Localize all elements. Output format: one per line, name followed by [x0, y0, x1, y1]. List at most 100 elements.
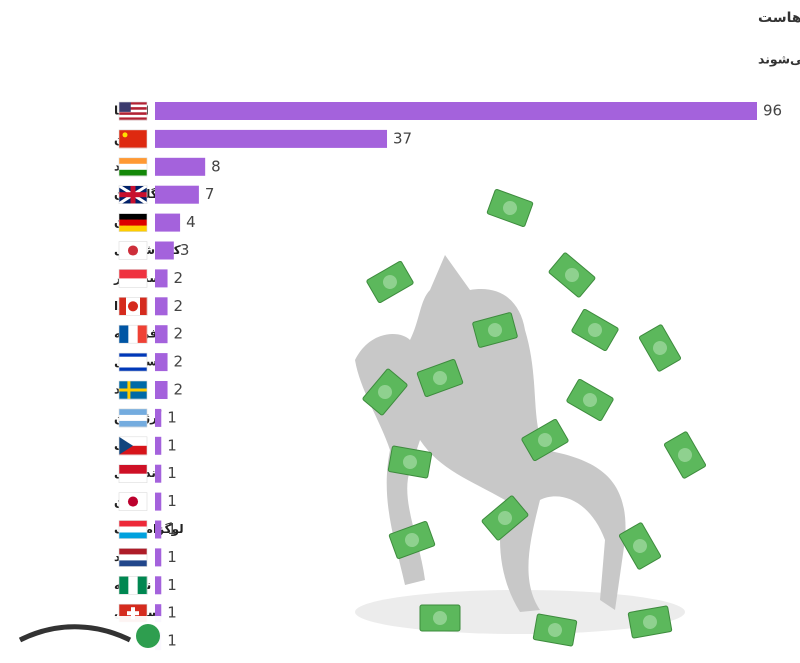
bill-seal [433, 611, 447, 625]
bill-seal [583, 393, 597, 407]
flag-stripe [119, 363, 147, 368]
bill-seal [383, 275, 397, 289]
flag-border [118, 101, 148, 121]
value-label: 3 [180, 241, 190, 259]
flag-stripe [119, 163, 147, 171]
flag-stripe [119, 445, 147, 456]
bar [155, 129, 388, 148]
flag-cross [127, 611, 139, 616]
bill [571, 308, 619, 352]
value-label: 1 [167, 548, 177, 566]
flag [118, 408, 148, 428]
flag-stripe [119, 325, 129, 344]
flag-border [118, 436, 148, 456]
flag-stripe [119, 157, 147, 165]
value-label: 2 [174, 381, 184, 399]
value-label: 1 [167, 632, 177, 650]
bill-seal [565, 268, 579, 282]
flag-cross [119, 192, 147, 198]
flag-stripe [119, 278, 147, 288]
flag-border [118, 575, 148, 595]
flag-border [118, 352, 148, 372]
flag-border [118, 548, 148, 567]
bar [155, 464, 162, 483]
bill [618, 522, 662, 570]
flag [118, 157, 148, 177]
flag-stripe [119, 117, 147, 121]
bar [155, 325, 168, 344]
flag-stripe [119, 360, 147, 365]
flag-stripe [119, 356, 147, 361]
value-label: 1 [167, 464, 177, 482]
bill-seal [633, 539, 647, 553]
bar [155, 604, 162, 623]
value-label: 2 [174, 325, 184, 343]
flag-border [118, 269, 148, 288]
flag [118, 296, 148, 316]
bill-seal [488, 323, 502, 337]
flag-border [118, 296, 148, 316]
flag-cross [119, 388, 147, 392]
chart-subtitle: شرکت‌های خصوصی که بالای یک میلیارد دلار … [758, 52, 800, 67]
value-label: 1 [167, 520, 177, 538]
flag-stripe [119, 112, 147, 116]
bill [627, 605, 673, 639]
flag-stripe [119, 104, 147, 108]
value-label: 8 [211, 157, 221, 175]
bill-seal [588, 323, 602, 337]
bill [548, 252, 596, 298]
flag [118, 436, 148, 456]
bar [155, 269, 168, 288]
value-label: 4 [186, 213, 196, 231]
value-label: 2 [174, 297, 184, 315]
flag-stripe [119, 129, 147, 149]
flag [118, 129, 148, 149]
bill-seal [498, 511, 512, 525]
bar [155, 576, 162, 595]
value-label: 1 [167, 492, 177, 510]
flag-border [118, 408, 148, 428]
bill [416, 359, 464, 397]
bar [155, 157, 206, 176]
bill [521, 418, 569, 462]
bar [155, 492, 162, 511]
bill-seal [403, 455, 417, 469]
bill-seal [378, 385, 392, 399]
value-label: 2 [174, 353, 184, 371]
bill [472, 312, 518, 348]
flag-border [118, 129, 148, 149]
bill-seal [433, 371, 447, 385]
bill-seal [678, 448, 692, 462]
logo-box [4, 616, 164, 660]
flag-stripe [119, 213, 147, 220]
flag [118, 101, 148, 121]
flag-stripe [119, 560, 147, 567]
flag-stripe [119, 297, 127, 316]
value-label: 2 [174, 269, 184, 287]
flag-dot [127, 245, 139, 256]
flag-triangle [119, 436, 133, 455]
value-label: 1 [167, 576, 177, 594]
value-label: 1 [167, 604, 177, 622]
logo-swoosh [18, 624, 132, 643]
bill-seal [538, 433, 552, 447]
value-label: 1 [167, 436, 177, 454]
chart-title: امریکا، خانه تک‌شاخ‌هاست [758, 10, 800, 26]
flag-stripe [119, 548, 147, 555]
value-label: 37 [393, 129, 412, 147]
bar [155, 297, 168, 316]
bar [155, 353, 168, 372]
flag-canton [119, 102, 131, 112]
flag-border [118, 492, 148, 511]
bill [481, 495, 529, 541]
bar [155, 520, 162, 539]
bar [155, 213, 181, 232]
bar [155, 436, 162, 455]
flag [118, 492, 148, 511]
flag-stripe [119, 408, 147, 416]
flag-border [118, 520, 148, 539]
flag [118, 548, 148, 567]
bill [362, 368, 408, 416]
flag-stripe [119, 169, 147, 177]
